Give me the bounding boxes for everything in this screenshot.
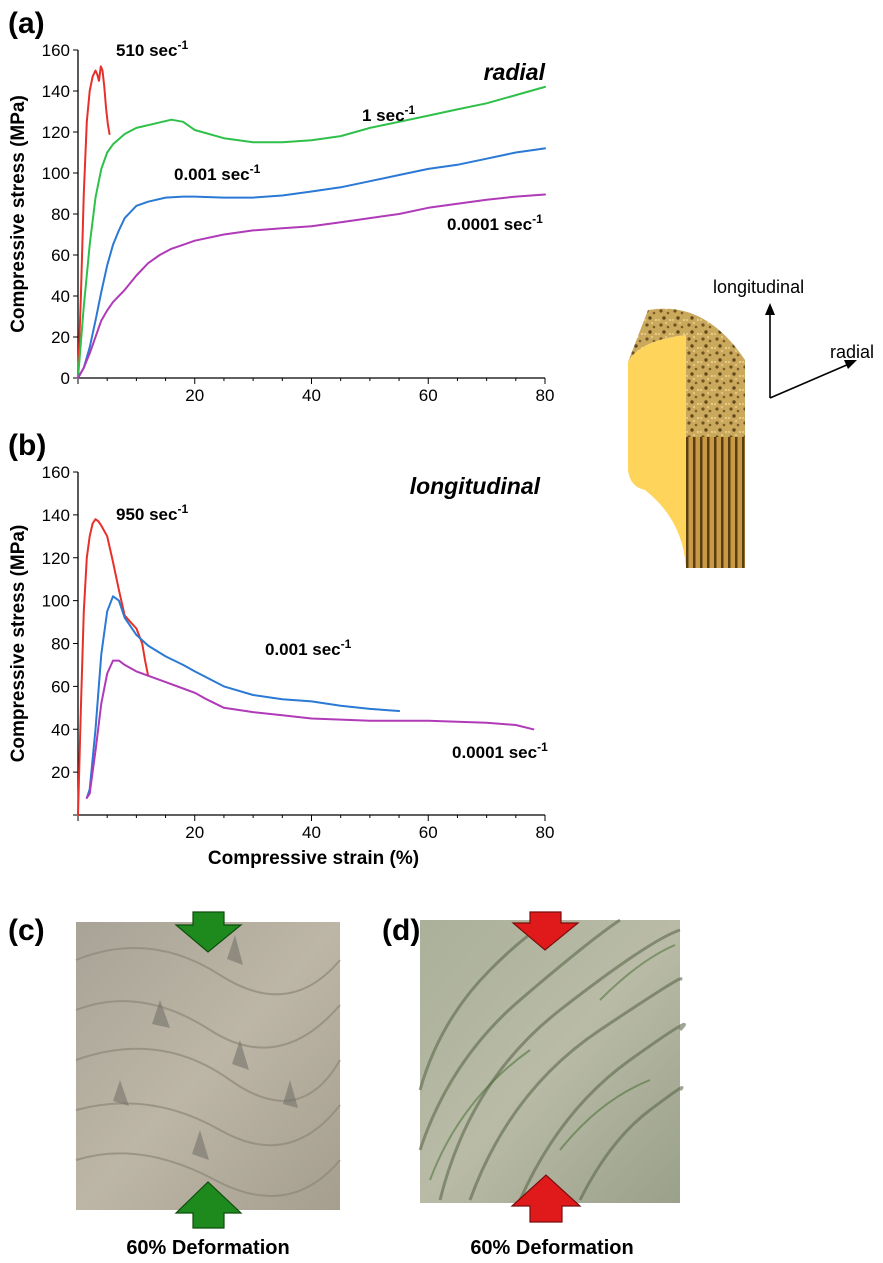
y-axis-title: Compressive stress (MPa) <box>8 95 29 333</box>
series-line <box>77 147 546 379</box>
series-label-exponent: -1 <box>341 637 352 651</box>
y-axis-title: Compressive stress (MPa) <box>8 525 29 763</box>
x-tick-label: 40 <box>302 386 321 405</box>
y-tick-label: 140 <box>42 506 70 525</box>
y-tick-label: 20 <box>51 763 70 782</box>
x-tick-label: 20 <box>185 823 204 842</box>
series-line <box>85 659 535 799</box>
series-line <box>77 518 150 816</box>
series-label: 0.0001 sec-1 <box>452 740 548 762</box>
radial-arrowhead-icon <box>844 360 857 369</box>
y-tick-label: 60 <box>51 677 70 696</box>
chart-a: 20 40 60 80 0 20 40 60 80 100 120 140 160 Compressive… <box>8 38 554 405</box>
compression-arrow-bottom-d <box>510 1174 582 1223</box>
y-tick-label: 100 <box>42 164 70 183</box>
y-tick-label: 120 <box>42 123 70 142</box>
y-tick-label: 20 <box>51 328 70 347</box>
series-label: 0.001 sec-1 <box>265 637 352 659</box>
series-line <box>77 193 546 379</box>
y-tick-label: 0 <box>61 369 70 388</box>
series-line <box>77 85 546 379</box>
longitudinal-label: longitudinal <box>713 277 804 297</box>
y-tick-label: 80 <box>51 635 70 654</box>
orientation-label: longitudinal <box>410 473 541 499</box>
specimen-schematic: longitudinal radial <box>628 277 874 568</box>
series-label: 0.0001 sec-1 <box>447 212 543 234</box>
y-tick-label: 120 <box>42 549 70 568</box>
compression-arrow-bottom-c <box>174 1181 243 1229</box>
series-line <box>85 595 401 799</box>
series-label: 1 sec-1 <box>362 103 416 125</box>
y-tick-label: 160 <box>42 41 70 60</box>
y-tick-label: 60 <box>51 246 70 265</box>
photo-c <box>75 911 341 1229</box>
panel-label-b: (b) <box>8 429 46 462</box>
orientation-label: radial <box>484 59 546 85</box>
specimen-striped-side <box>686 437 745 568</box>
panel-label-d: (d) <box>382 914 420 947</box>
series-label: 950 sec-1 <box>116 502 188 524</box>
panel-label-c: (c) <box>8 914 45 947</box>
chart-b: 20 40 60 80 20 40 60 80 100 120 140 160 Compressive … <box>8 463 554 869</box>
specimen-speckled-top <box>628 308 745 437</box>
specimen-cut-face <box>628 335 686 568</box>
y-tick-label: 40 <box>51 287 70 306</box>
compression-arrow-top-d <box>511 911 580 951</box>
y-tick-label: 160 <box>42 463 70 482</box>
series-label-exponent: -1 <box>405 103 416 117</box>
photo-d <box>418 911 686 1223</box>
x-axis-title: Compressive strain (%) <box>208 848 419 869</box>
x-tick-label: 80 <box>536 386 555 405</box>
caption-d: 60% Deformation <box>470 1237 633 1259</box>
series-label: 0.001 sec-1 <box>174 162 261 184</box>
series-label-exponent: -1 <box>177 38 188 52</box>
series-label-exponent: -1 <box>532 212 543 226</box>
series-label-exponent: -1 <box>537 740 548 754</box>
x-tick-label: 20 <box>185 386 204 405</box>
y-tick-label: 100 <box>42 592 70 611</box>
longitudinal-arrowhead-icon <box>765 303 775 315</box>
y-tick-label: 40 <box>51 720 70 739</box>
compression-arrow-top-c <box>174 911 243 953</box>
radial-label: radial <box>830 342 874 362</box>
panel-label-a: (a) <box>8 7 45 40</box>
series-label: 510 sec-1 <box>116 38 188 60</box>
caption-c: 60% Deformation <box>126 1237 289 1259</box>
y-tick-label: 140 <box>42 82 70 101</box>
x-tick-label: 40 <box>302 823 321 842</box>
series-label-exponent: -1 <box>177 502 188 516</box>
radial-arrow <box>769 363 850 399</box>
x-tick-label: 60 <box>419 386 438 405</box>
series-label-exponent: -1 <box>250 162 261 176</box>
y-tick-label: 80 <box>51 205 70 224</box>
x-tick-label: 60 <box>419 823 438 842</box>
x-tick-label: 80 <box>536 823 555 842</box>
series-line <box>77 65 111 379</box>
